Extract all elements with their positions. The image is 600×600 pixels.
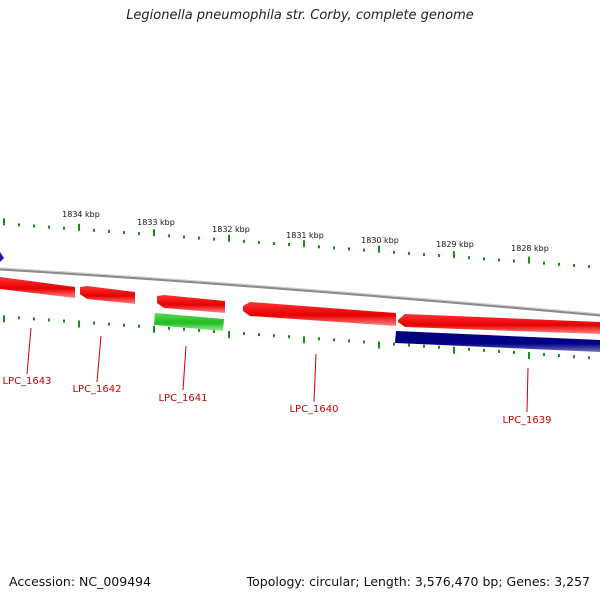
- scale-label: 1833 kbp: [137, 218, 175, 227]
- reverse-strand-genes: [0, 277, 600, 334]
- scale-label: 1830 kbp: [361, 236, 399, 245]
- label-leader: [26, 327, 32, 375]
- label-leader: [526, 367, 529, 413]
- feature-marker-icon: [0, 252, 4, 262]
- label-leader: [182, 345, 187, 391]
- gene-arrow-lpc-1639[interactable]: [395, 331, 600, 352]
- label-leader: [96, 335, 102, 383]
- label-leader: [313, 353, 317, 403]
- scale-label: 1832 kbp: [212, 225, 250, 234]
- scale-label: 1834 kbp: [62, 210, 100, 219]
- genome-summary-text: Topology: circular; Length: 3,576,470 bp…: [246, 574, 590, 589]
- gene-label[interactable]: LPC_1639: [502, 415, 551, 426]
- gene-label[interactable]: LPC_1641: [158, 393, 207, 404]
- gene-label[interactable]: LPC_1642: [72, 384, 121, 395]
- scale-label: 1831 kbp: [286, 231, 324, 240]
- scale-label: 1829 kbp: [436, 240, 474, 249]
- genome-backbone: [0, 267, 600, 317]
- gene-arrow-lpc-1639-rev[interactable]: [398, 314, 600, 334]
- genome-title: Legionella pneumophila str. Corby, compl…: [126, 8, 474, 23]
- gene-label[interactable]: LPC_1640: [289, 404, 338, 415]
- genome-backbone-highlight: [0, 267, 600, 315]
- scale-label: 1828 kbp: [511, 244, 549, 253]
- accession-text: Accession: NC_009494: [9, 574, 152, 589]
- gene-arrow-lpc-1643[interactable]: [0, 277, 75, 298]
- gene-arrow-lpc-1640[interactable]: [243, 302, 396, 326]
- gene-label[interactable]: LPC_1643: [2, 376, 51, 387]
- gene-arrow-lpc-1641-rna[interactable]: [154, 313, 224, 331]
- gene-arrow-lpc-1641[interactable]: [157, 295, 225, 313]
- outer-tick-row: [3, 218, 590, 268]
- inner-tick-row: [3, 315, 590, 360]
- gene-arrow-lpc-1642[interactable]: [80, 286, 135, 304]
